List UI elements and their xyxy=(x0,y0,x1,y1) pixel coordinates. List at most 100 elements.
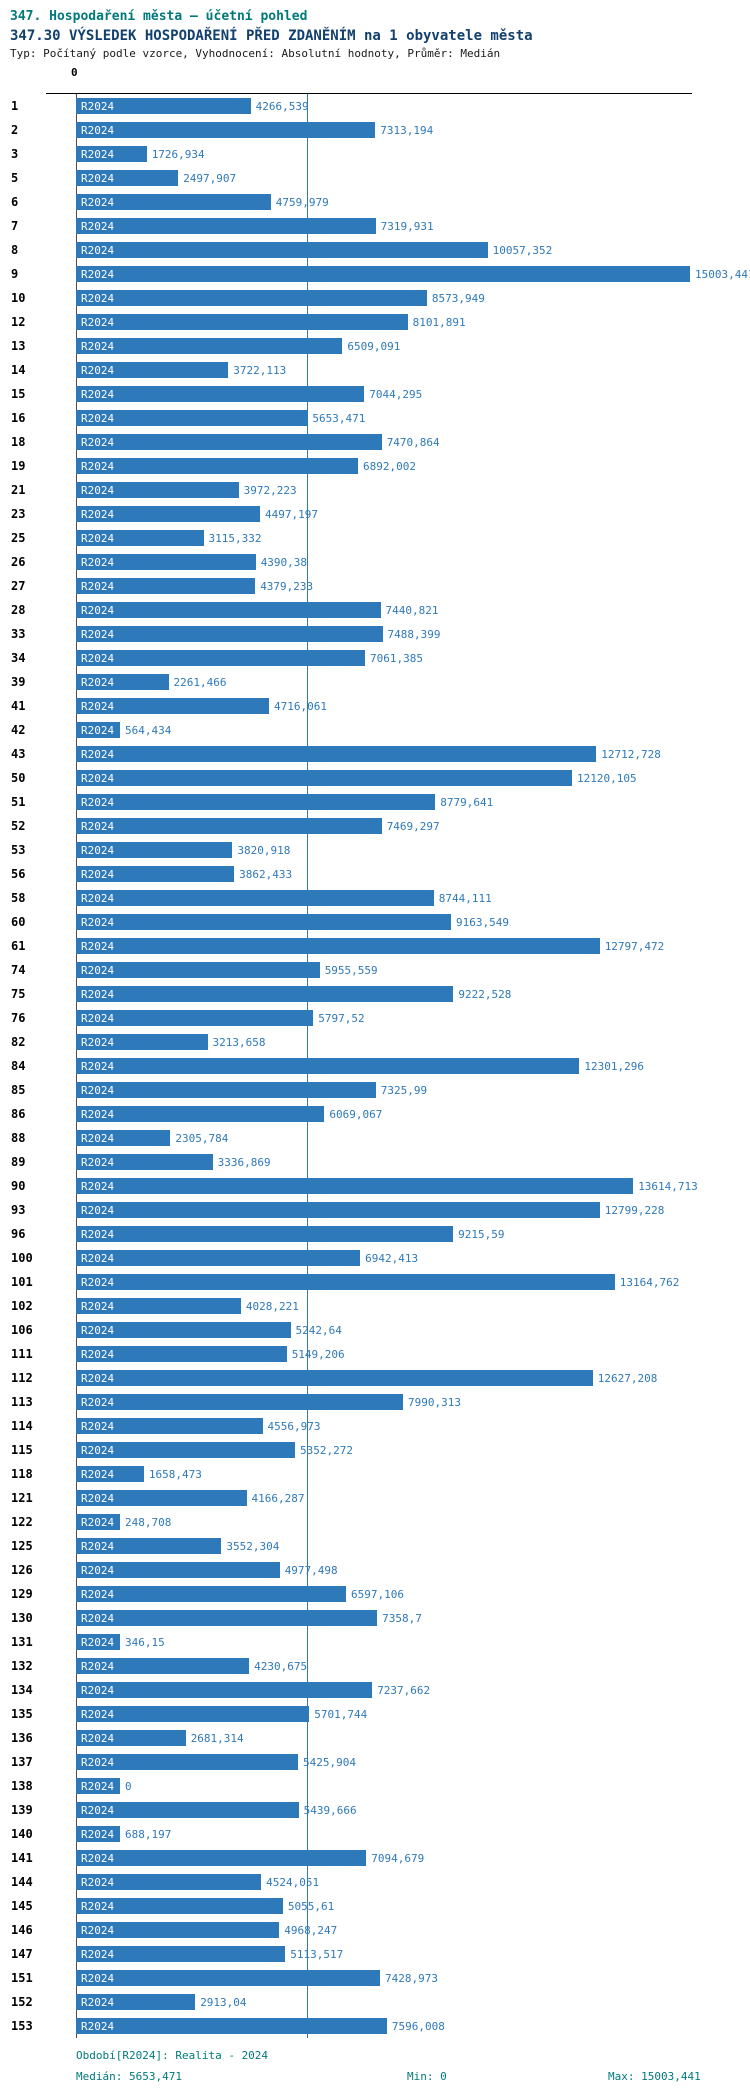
row-value: 7470,864 xyxy=(386,435,440,449)
row-bar: R2024 xyxy=(76,1058,580,1074)
chart-row: 151 R2024 7428,973 xyxy=(0,1966,750,1990)
row-value: 7440,821 xyxy=(385,603,439,617)
row-series-label: R2024 xyxy=(81,219,115,233)
chart-row: 111 R2024 5149,206 xyxy=(0,1342,750,1366)
row-value: 7313,194 xyxy=(380,123,434,137)
row-value: 7061,385 xyxy=(370,651,423,665)
chart-row: 132 R2024 4230,675 xyxy=(0,1654,750,1678)
row-rank: 101 xyxy=(11,1275,33,1289)
row-series-label: R2024 xyxy=(81,1203,115,1217)
row-series-label: R2024 xyxy=(81,723,115,737)
row-rank: 106 xyxy=(11,1323,33,1337)
chart-row: 102 R2024 4028,221 xyxy=(0,1294,750,1318)
row-rank: 60 xyxy=(11,915,26,929)
row-rank: 6 xyxy=(11,195,19,209)
row-value: 12627,208 xyxy=(597,1371,658,1385)
row-value: 4759,979 xyxy=(275,195,329,209)
row-series-label: R2024 xyxy=(81,2019,115,2033)
x-axis: 0 xyxy=(0,64,750,98)
row-bar: R2024 xyxy=(76,362,229,378)
row-value: 7094,679 xyxy=(371,1851,425,1865)
row-value: 4497,197 xyxy=(265,507,318,521)
row-series-label: R2024 xyxy=(81,1131,115,1145)
row-series-label: R2024 xyxy=(81,1851,115,1865)
chart-row: 8 R2024 10057,352 xyxy=(0,238,750,262)
row-bar: R2024 xyxy=(76,170,179,186)
row-value: 12120,105 xyxy=(577,771,637,785)
row-rank: 89 xyxy=(11,1155,26,1169)
row-bar: R2024 xyxy=(76,722,120,738)
row-bar: R2024 xyxy=(76,290,427,306)
row-series-label: R2024 xyxy=(81,915,115,929)
row-rank: 33 xyxy=(11,627,26,641)
row-rank: 41 xyxy=(11,699,26,713)
row-rank: 27 xyxy=(11,579,26,593)
row-bar: R2024 xyxy=(76,1826,120,1842)
footer-min: Min: 0 xyxy=(407,2070,447,2083)
row-series-label: R2024 xyxy=(81,1011,115,1025)
row-bar: R2024 xyxy=(76,1106,325,1122)
row-bar: R2024 xyxy=(76,1226,454,1242)
row-rank: 58 xyxy=(11,891,26,905)
report-header: 347. Hospodaření města – účetní pohled 3… xyxy=(0,0,750,62)
chart-row: 144 R2024 4524,051 xyxy=(0,1870,750,1894)
row-bar: R2024 xyxy=(76,1394,403,1410)
row-series-label: R2024 xyxy=(81,171,115,185)
row-series-label: R2024 xyxy=(81,1347,115,1361)
row-bar: R2024 xyxy=(76,410,308,426)
chart-row: 112 R2024 12627,208 xyxy=(0,1366,750,1390)
row-value: 2261,466 xyxy=(173,675,227,689)
row-series-label: R2024 xyxy=(81,795,115,809)
chart-row: 58 R2024 8744,111 xyxy=(0,886,750,910)
chart-row: 60 R2024 9163,549 xyxy=(0,910,750,934)
row-value: 7325,99 xyxy=(380,1083,428,1097)
row-bar: R2024 xyxy=(76,1658,250,1674)
row-value: 248,708 xyxy=(125,1515,172,1529)
footer-median: Medián: 5653,471 xyxy=(76,2070,182,2083)
row-series-label: R2024 xyxy=(81,1635,115,1649)
chart-row: 74 R2024 5955,559 xyxy=(0,958,750,982)
row-series-label: R2024 xyxy=(81,243,115,257)
row-series-label: R2024 xyxy=(81,531,115,545)
row-value: 9222,528 xyxy=(458,987,512,1001)
row-bar: R2024 xyxy=(76,794,436,810)
row-bar: R2024 xyxy=(76,914,451,930)
row-rank: 9 xyxy=(11,267,19,281)
row-value: 5149,206 xyxy=(291,1347,345,1361)
row-bar: R2024 xyxy=(76,98,251,114)
chart-row: 147 R2024 5113,517 xyxy=(0,1942,750,1966)
row-bar: R2024 xyxy=(76,242,488,258)
row-bar: R2024 xyxy=(76,338,343,354)
chart-row: 23 R2024 4497,197 xyxy=(0,502,750,526)
row-bar: R2024 xyxy=(76,1202,600,1218)
chart-row: 21 R2024 3972,223 xyxy=(0,478,750,502)
row-bar: R2024 xyxy=(76,650,365,666)
row-series-label: R2024 xyxy=(81,1083,115,1097)
chart-row: 96 R2024 9215,59 xyxy=(0,1222,750,1246)
row-rank: 140 xyxy=(11,1827,33,1841)
row-bar: R2024 xyxy=(76,122,376,138)
chart-row: 15 R2024 7044,295 xyxy=(0,382,750,406)
row-value: 5653,471 xyxy=(312,411,366,425)
row-rank: 52 xyxy=(11,819,26,833)
row-bar: R2024 xyxy=(76,1682,373,1698)
row-bar: R2024 xyxy=(76,1418,263,1434)
row-rank: 50 xyxy=(11,771,26,785)
row-bar: R2024 xyxy=(76,506,260,522)
chart-row: 75 R2024 9222,528 xyxy=(0,982,750,1006)
row-value: 0 xyxy=(125,1779,132,1793)
row-rank: 18 xyxy=(11,435,26,449)
row-rank: 76 xyxy=(11,1011,26,1025)
chart-row: 88 R2024 2305,784 xyxy=(0,1126,750,1150)
row-bar: R2024 xyxy=(76,434,382,450)
row-series-label: R2024 xyxy=(81,1275,115,1289)
row-bar: R2024 xyxy=(76,842,233,858)
row-bar: R2024 xyxy=(76,1082,376,1098)
report-title: 347. Hospodaření města – účetní pohled xyxy=(10,9,308,24)
row-rank: 139 xyxy=(11,1803,33,1817)
row-rank: 51 xyxy=(11,795,26,809)
row-series-label: R2024 xyxy=(81,315,115,329)
row-series-label: R2024 xyxy=(81,603,115,617)
footer-stats: Medián: 5653,471 Min: 0 Max: 15003,441 xyxy=(76,2070,750,2088)
row-value: 7319,931 xyxy=(380,219,434,233)
